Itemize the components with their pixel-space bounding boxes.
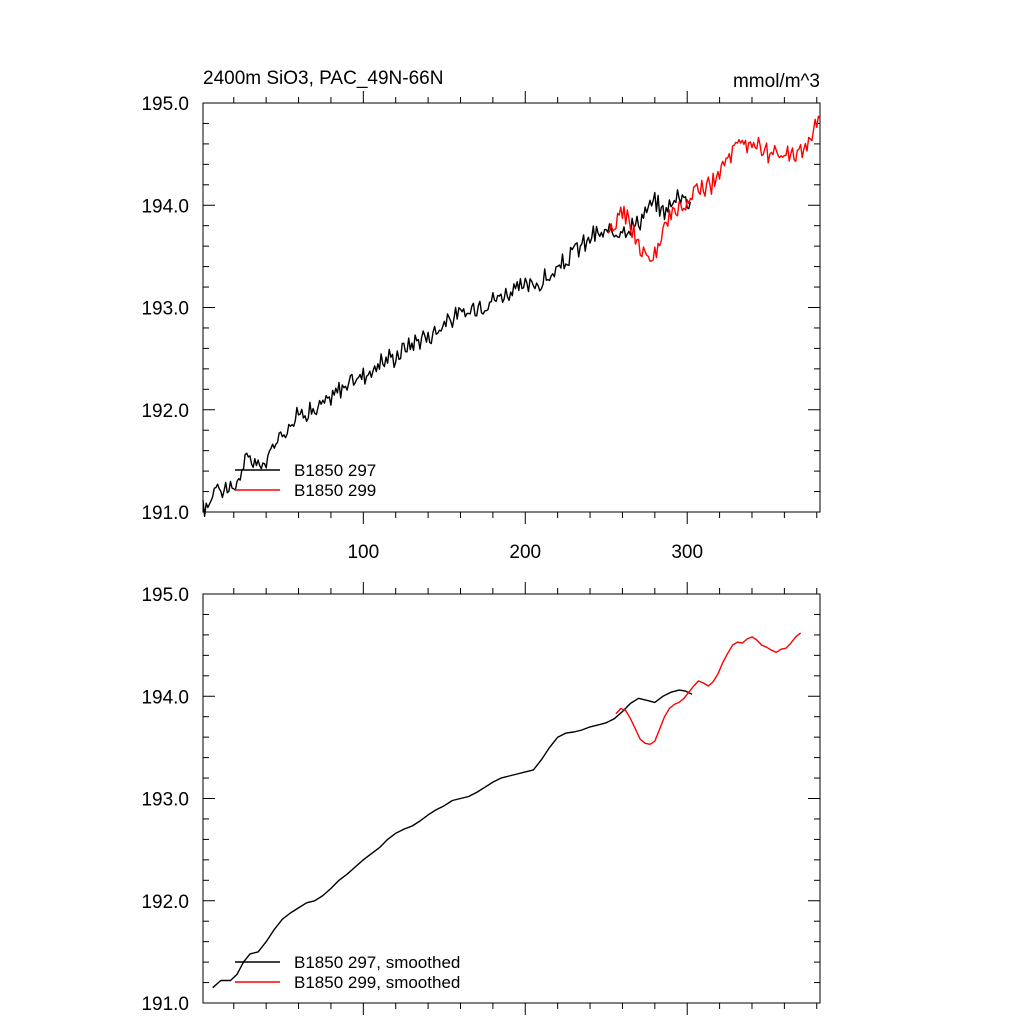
- y-tick-label: 194.0: [141, 687, 189, 708]
- plot-frame: [202, 102, 821, 513]
- y-tick-label: 195.0: [141, 94, 189, 115]
- series-line-b1850-299: [607, 115, 821, 262]
- y-tick-label: 193.0: [141, 299, 189, 320]
- y-tick-label: 191.0: [141, 994, 189, 1015]
- legend-label: B1850 297: [294, 461, 376, 480]
- y-tick-label: 194.0: [141, 196, 189, 217]
- plot-title: 2400m SiO3, PAC_49N-66N: [203, 68, 443, 89]
- x-tick-label: 100: [347, 542, 379, 563]
- legend-label: B1850 299, smoothed: [294, 973, 460, 992]
- bottom-panel: 191.0 192.0 193.0 194.0 195.0 B1850 297, smoo…: [141, 582, 821, 1015]
- y-tick-label: 193.0: [141, 790, 189, 811]
- y-tick-label: 195.0: [141, 585, 189, 606]
- units-label: mmol/m^3: [733, 71, 820, 92]
- y-tick-label: 191.0: [141, 503, 189, 524]
- x-tick-label: 200: [509, 542, 541, 563]
- series-line-b1850-297: [212, 689, 693, 989]
- series-line-b1850-297: [202, 189, 692, 517]
- y-tick-label: 192.0: [141, 892, 189, 913]
- plot-frame: [202, 593, 821, 1004]
- x-tick-label: 300: [671, 542, 703, 563]
- legend-label: B1850 299: [294, 481, 376, 500]
- top-panel: 191.0 192.0 193.0 194.0 195.0 100 200 300 B1850 …: [141, 91, 821, 563]
- series-line-b1850-299: [615, 632, 802, 745]
- legend-label: B1850 297, smoothed: [294, 953, 460, 972]
- y-tick-label: 192.0: [141, 401, 189, 422]
